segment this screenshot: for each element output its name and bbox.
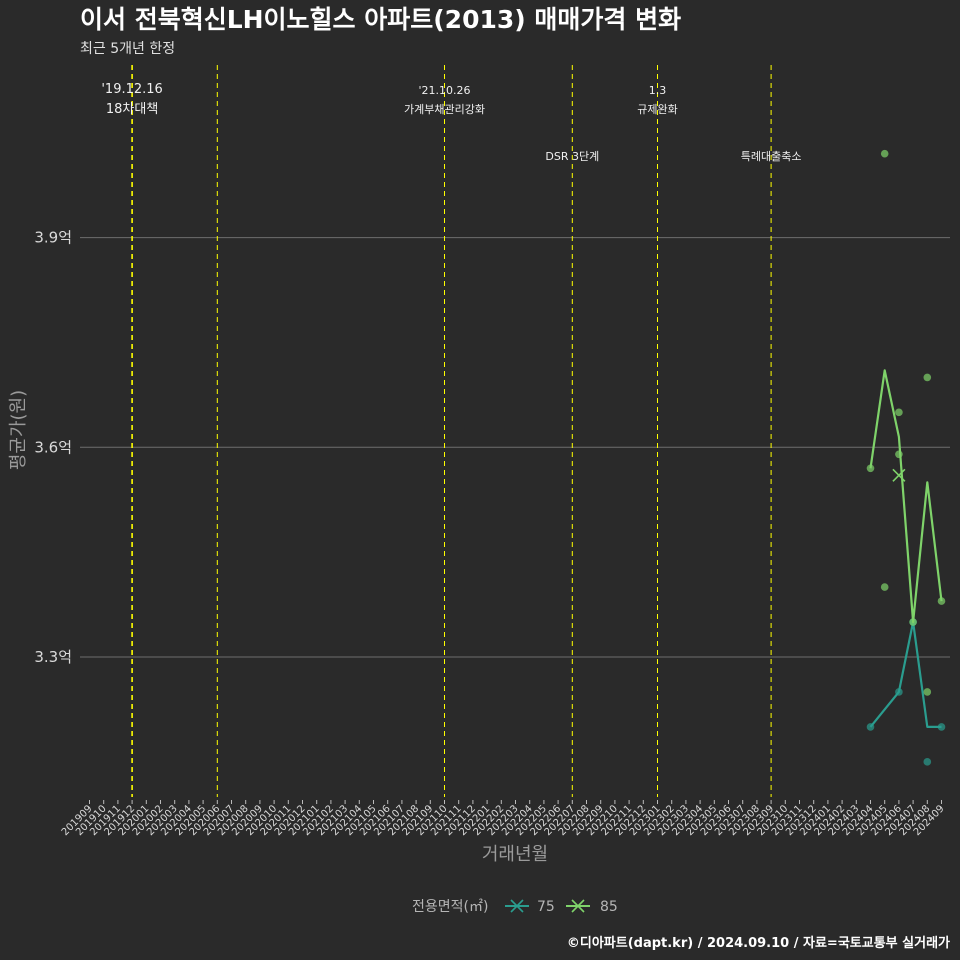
event-label: '19.12.16 bbox=[101, 82, 162, 97]
event-label: 특례대출축소 bbox=[741, 150, 802, 163]
data-point-75 bbox=[937, 723, 946, 731]
event-label: '21.10.26 bbox=[418, 84, 470, 97]
y-axis-title: 평균가(원) bbox=[8, 390, 29, 470]
legend-swatch-75-cross bbox=[510, 899, 524, 913]
legend-item-85: 85 bbox=[566, 899, 618, 915]
data-point-75 bbox=[923, 758, 932, 766]
x-axis-title: 거래년월 bbox=[482, 844, 548, 865]
legend-label-75: 75 bbox=[537, 899, 555, 915]
data-point-85 bbox=[923, 688, 932, 696]
data-point-85 bbox=[909, 618, 917, 626]
series-line-85 bbox=[869, 369, 943, 624]
legend-label-85: 85 bbox=[600, 899, 618, 915]
data-point-75 bbox=[895, 688, 903, 696]
grid-layer bbox=[80, 237, 950, 658]
y-tick-label: 3.3억 bbox=[34, 648, 72, 666]
data-point-85 bbox=[866, 464, 875, 473]
event-label: 1.3 bbox=[649, 84, 667, 97]
event-label: 18차대책 bbox=[106, 102, 158, 117]
legend-item-75: 75 bbox=[505, 899, 555, 915]
x-axis: 2019092019102019112019122020012020022020… bbox=[60, 800, 947, 838]
data-point-85 bbox=[895, 450, 903, 459]
series-line-75 bbox=[869, 620, 942, 728]
event-label: 규제완화 bbox=[637, 103, 677, 116]
event-label: 가계부채관리강화 bbox=[404, 103, 485, 116]
data-point-75 bbox=[866, 723, 875, 731]
event-lines: '19.12.16 18차대책 '21.10.26 가계부채관리강화 DSR 3단계 1.… bbox=[101, 65, 801, 797]
legend-title: 전용면적(㎡) bbox=[412, 899, 488, 915]
y-axis: 3.3억 3.6억 3.9억 bbox=[34, 229, 72, 666]
chart-subtitle: 최근 5개년 한정 bbox=[80, 41, 175, 57]
y-tick-label: 3.9억 bbox=[34, 229, 72, 247]
chart-title: 이서 전북혁신LH이노힐스 아파트(2013) 매매가격 변화 bbox=[80, 5, 681, 34]
data-point-85 bbox=[923, 373, 932, 382]
series-layer bbox=[866, 149, 946, 766]
legend: 전용면적(㎡) 75 85 bbox=[412, 899, 618, 915]
data-point-85 bbox=[937, 597, 946, 605]
source-caption: ©디아파트(dapt.kr) / 2024.09.10 / 자료=국토교통부 실… bbox=[567, 935, 950, 951]
data-point-85 bbox=[880, 149, 889, 158]
cross-marker-85 bbox=[892, 468, 906, 482]
event-label: DSR 3단계 bbox=[545, 150, 599, 163]
data-point-85 bbox=[880, 583, 889, 591]
data-point-85 bbox=[895, 408, 903, 417]
y-tick-label: 3.6억 bbox=[34, 438, 72, 456]
legend-swatch-85-cross bbox=[571, 899, 585, 913]
